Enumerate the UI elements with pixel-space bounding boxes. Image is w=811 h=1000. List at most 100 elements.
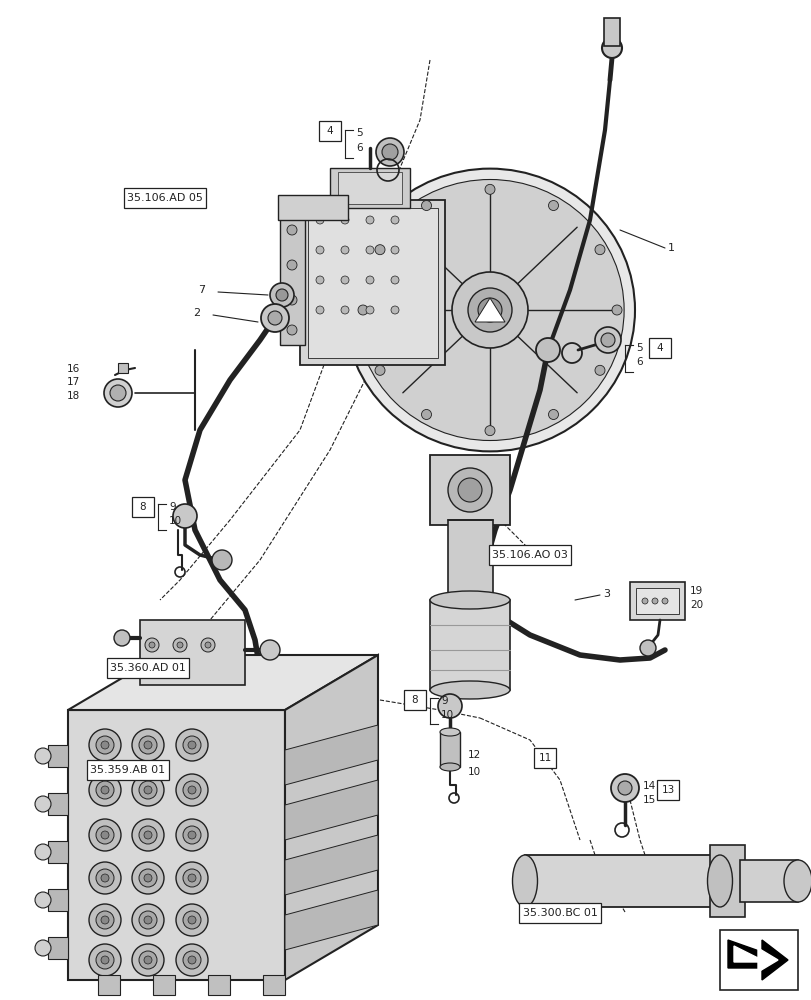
Circle shape — [391, 276, 398, 284]
Circle shape — [96, 869, 114, 887]
Circle shape — [176, 862, 208, 894]
Circle shape — [611, 305, 621, 315]
Circle shape — [144, 916, 152, 924]
Circle shape — [270, 283, 294, 307]
Ellipse shape — [512, 855, 537, 907]
Circle shape — [421, 201, 431, 211]
Circle shape — [104, 379, 132, 407]
FancyBboxPatch shape — [488, 545, 570, 565]
Bar — [709, 845, 744, 917]
Circle shape — [89, 729, 121, 761]
Circle shape — [35, 940, 51, 956]
Circle shape — [173, 638, 187, 652]
Circle shape — [315, 306, 324, 314]
Circle shape — [601, 38, 621, 58]
Circle shape — [188, 916, 195, 924]
Bar — [48, 937, 68, 959]
Circle shape — [594, 327, 620, 353]
Circle shape — [176, 944, 208, 976]
Circle shape — [176, 819, 208, 851]
Circle shape — [484, 184, 495, 194]
Text: 1: 1 — [667, 243, 674, 253]
Text: 35.359.AB 01: 35.359.AB 01 — [90, 765, 165, 775]
Polygon shape — [727, 940, 787, 980]
Text: 19: 19 — [689, 586, 702, 596]
Bar — [648, 338, 670, 358]
Bar — [307, 208, 437, 358]
Circle shape — [286, 325, 297, 335]
Circle shape — [89, 944, 121, 976]
Text: 12: 12 — [467, 750, 481, 760]
Circle shape — [188, 741, 195, 749]
Bar — [118, 363, 128, 373]
Circle shape — [535, 338, 560, 362]
Circle shape — [212, 550, 232, 570]
Circle shape — [478, 298, 501, 322]
Circle shape — [188, 831, 195, 839]
Bar — [525, 855, 719, 907]
Text: 10: 10 — [440, 710, 453, 720]
Circle shape — [101, 874, 109, 882]
Circle shape — [201, 638, 215, 652]
Bar — [68, 710, 285, 980]
Circle shape — [341, 246, 349, 254]
Bar — [329, 168, 410, 208]
Ellipse shape — [783, 860, 811, 902]
Circle shape — [188, 786, 195, 794]
Circle shape — [96, 911, 114, 929]
Bar — [277, 195, 348, 220]
Circle shape — [661, 598, 667, 604]
Circle shape — [96, 826, 114, 844]
Text: 35.300.BC 01: 35.300.BC 01 — [522, 908, 597, 918]
Circle shape — [391, 246, 398, 254]
Bar — [534, 748, 556, 768]
Circle shape — [366, 306, 374, 314]
Circle shape — [448, 468, 491, 512]
Text: 4: 4 — [656, 343, 663, 353]
Text: 3: 3 — [603, 589, 609, 599]
Circle shape — [341, 276, 349, 284]
Circle shape — [176, 904, 208, 936]
Circle shape — [182, 869, 201, 887]
Circle shape — [260, 640, 280, 660]
Polygon shape — [285, 835, 378, 895]
Bar — [48, 745, 68, 767]
Bar — [208, 975, 230, 995]
FancyBboxPatch shape — [87, 760, 169, 780]
Text: 8: 8 — [411, 695, 418, 705]
Bar — [448, 520, 492, 600]
Text: 8: 8 — [139, 502, 146, 512]
Circle shape — [268, 311, 281, 325]
Text: 15: 15 — [642, 795, 655, 805]
Polygon shape — [285, 890, 378, 950]
Ellipse shape — [345, 169, 634, 451]
Circle shape — [315, 216, 324, 224]
Circle shape — [132, 774, 164, 806]
Ellipse shape — [430, 591, 509, 609]
Circle shape — [315, 276, 324, 284]
Circle shape — [286, 225, 297, 235]
Ellipse shape — [440, 728, 460, 736]
Circle shape — [467, 288, 512, 332]
Text: 35.106.AO 03: 35.106.AO 03 — [491, 550, 567, 560]
Bar — [98, 975, 120, 995]
Circle shape — [101, 741, 109, 749]
Bar — [629, 582, 684, 620]
Bar — [337, 172, 401, 204]
Circle shape — [610, 774, 638, 802]
FancyBboxPatch shape — [124, 188, 206, 208]
Circle shape — [286, 260, 297, 270]
Circle shape — [341, 306, 349, 314]
Bar — [430, 600, 509, 690]
Circle shape — [148, 642, 155, 648]
Bar — [299, 200, 444, 365]
Circle shape — [484, 426, 495, 436]
Circle shape — [132, 944, 164, 976]
Circle shape — [642, 598, 647, 604]
Circle shape — [286, 295, 297, 305]
Circle shape — [139, 911, 157, 929]
Text: 20: 20 — [689, 600, 702, 610]
Circle shape — [366, 246, 374, 254]
Circle shape — [457, 478, 482, 502]
Bar — [440, 732, 460, 767]
